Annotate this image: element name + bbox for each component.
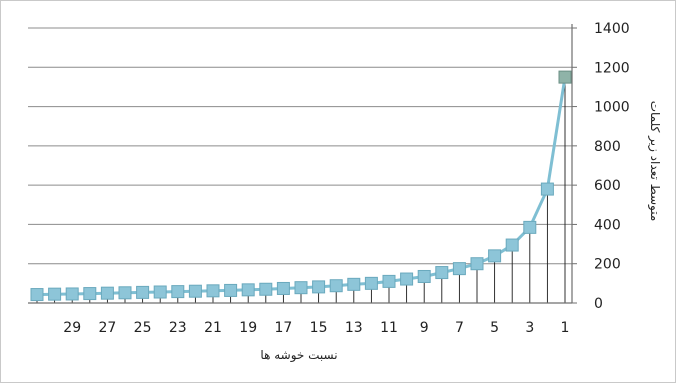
data-point-marker — [400, 272, 414, 286]
data-point-marker — [452, 262, 466, 276]
x-tick-label: 9 — [420, 320, 429, 336]
data-point-marker — [417, 269, 431, 283]
y-tick-label: 400 — [594, 217, 621, 233]
data-point-marker — [259, 282, 273, 296]
x-tick-label: 21 — [204, 320, 222, 336]
y-tick-label: 0 — [594, 296, 603, 312]
data-point-marker — [470, 257, 484, 271]
data-point-marker — [224, 283, 238, 297]
x-tick-label: 27 — [98, 320, 116, 336]
data-point-marker — [435, 266, 449, 280]
data-point-marker — [241, 283, 255, 297]
data-point-marker — [382, 274, 396, 288]
data-point-marker — [347, 277, 361, 291]
data-point-marker — [83, 287, 97, 301]
y-tick-label: 600 — [594, 178, 621, 194]
drop-lines — [36, 77, 566, 303]
y-tick-label: 800 — [594, 139, 621, 155]
data-point-marker — [488, 249, 502, 263]
data-point-marker — [364, 276, 378, 290]
y-tick-label: 1200 — [594, 60, 630, 76]
data-point-marker — [136, 285, 150, 299]
series-line — [36, 76, 567, 297]
y-axis-title: متوسط تعداد زیر کلمات — [647, 101, 662, 222]
data-point-marker — [153, 285, 167, 299]
x-tick-label: 13 — [345, 320, 363, 336]
gridlines — [28, 27, 572, 265]
data-point-marker — [171, 285, 185, 299]
x-tick-label: 23 — [169, 320, 187, 336]
series-group — [30, 70, 572, 302]
x-tick-label: 25 — [134, 320, 152, 336]
y-tick-labels: 0 200 400 600 800 1000 1200 1400 — [594, 21, 630, 312]
data-point-marker — [294, 281, 308, 295]
data-point-marker — [100, 286, 114, 300]
x-tick-label: 11 — [380, 320, 398, 336]
data-point-marker — [118, 286, 132, 300]
x-tick-label: 3 — [525, 320, 534, 336]
x-tick-label: 1 — [561, 320, 570, 336]
data-point-marker — [188, 284, 202, 298]
data-point-marker — [312, 280, 326, 294]
data-point-marker — [30, 288, 44, 302]
data-point-marker — [505, 238, 519, 252]
x-tick-label: 7 — [455, 320, 464, 336]
x-tick-label: 15 — [310, 320, 328, 336]
y-tick-label: 200 — [594, 257, 621, 273]
data-point-marker — [48, 287, 62, 301]
data-point-marker — [276, 281, 290, 295]
data-point-marker — [523, 220, 537, 234]
data-point-marker — [206, 284, 220, 298]
data-point-marker — [329, 279, 343, 293]
x-axis-title: نسبت خوشه ها — [260, 348, 337, 363]
data-point-marker — [540, 182, 554, 196]
data-point-marker — [65, 287, 79, 301]
y-tick-label: 1000 — [594, 100, 630, 116]
x-tick-label: 17 — [274, 320, 292, 336]
y-tick-label: 1400 — [594, 21, 630, 37]
x-tick-label: 5 — [490, 320, 499, 336]
x-tick-label: 29 — [63, 320, 81, 336]
x-tick-label: 19 — [239, 320, 257, 336]
axes — [28, 24, 577, 304]
data-point-marker — [558, 70, 572, 84]
